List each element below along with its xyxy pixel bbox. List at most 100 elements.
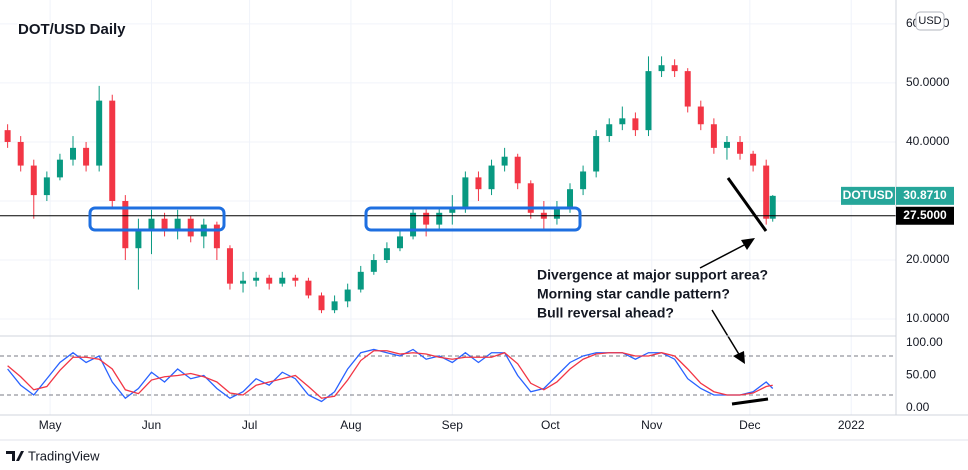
support-box	[364, 206, 582, 232]
annotation: Bull reversal ahead?	[537, 305, 674, 321]
candle-body	[279, 277, 286, 284]
logo	[6, 451, 24, 461]
candle-body	[723, 141, 730, 148]
y2-tick-label: 0.00	[906, 400, 930, 414]
candle-body	[737, 141, 744, 154]
support-tag	[896, 206, 954, 225]
candle-body	[161, 218, 168, 231]
candle-body	[658, 65, 665, 72]
price-tag-box	[896, 186, 954, 205]
candle-body	[514, 156, 521, 184]
candle-body	[697, 106, 704, 125]
candle-body	[213, 224, 220, 249]
y2-tick-label: 50.00	[906, 368, 936, 382]
candle-body	[266, 277, 273, 284]
candle-body	[83, 147, 90, 166]
candle-body	[671, 65, 678, 72]
candle-body	[567, 189, 574, 207]
candle-body	[56, 159, 63, 178]
candle-body	[410, 212, 417, 237]
candle-body	[383, 248, 390, 261]
candle-body	[70, 147, 77, 160]
candle-body	[769, 195, 776, 219]
x-tick-label: May	[39, 418, 62, 432]
candle-body	[436, 212, 443, 225]
candle-body	[750, 153, 757, 166]
trend-line	[731, 397, 769, 406]
candle-body	[423, 212, 430, 225]
candle-body	[4, 130, 11, 142]
candle-body	[475, 177, 482, 190]
y-tick-label: 20.0000	[906, 252, 950, 266]
y-tick-label: 50.0000	[906, 75, 950, 89]
candle-body	[593, 136, 600, 172]
candle-body	[174, 218, 181, 231]
y2-tick-label: 100.00	[906, 335, 943, 349]
price-tag-value: 30.8710	[903, 188, 947, 202]
candle-body	[253, 277, 260, 281]
candle-body	[43, 177, 50, 196]
annotation: Morning star candle pattern?	[537, 286, 730, 302]
candle-body	[318, 295, 325, 311]
x-tick-label: Aug	[340, 418, 361, 432]
candle-body	[488, 165, 495, 190]
candle-body	[632, 118, 639, 131]
x-tick-label: Jul	[242, 418, 257, 432]
logo-mark	[6, 451, 24, 461]
candle-body	[527, 183, 534, 213]
candle-body	[449, 206, 456, 213]
arrow	[699, 242, 749, 269]
candle-body	[30, 165, 37, 196]
y-tick-label: 40.0000	[906, 134, 950, 148]
x-tick-label: Oct	[541, 418, 560, 432]
candle-body	[17, 141, 24, 166]
x-tick-label: 2022	[838, 418, 865, 432]
candle-body	[357, 271, 364, 290]
x-tick-label: Dec	[739, 418, 760, 432]
oscillator-line	[7, 348, 774, 403]
candle-body	[619, 118, 626, 125]
candle-body	[331, 301, 338, 311]
price-tag-name: DOTUSD	[843, 188, 894, 202]
candle-body	[292, 277, 299, 281]
candle-body	[109, 100, 116, 201]
support-box	[88, 206, 226, 232]
x-tick-label: Sep	[442, 418, 464, 432]
candle-body	[462, 177, 469, 207]
candle-body	[122, 200, 129, 249]
x-tick-label: Nov	[641, 418, 662, 432]
annotation: Divergence at major support area?	[537, 267, 768, 283]
candle-body	[344, 289, 351, 302]
candle-body	[148, 218, 155, 231]
footer-brand: TradingView	[28, 448, 100, 463]
candle-body	[370, 260, 377, 272]
currency-badge	[915, 11, 945, 31]
arrow-head	[741, 238, 755, 250]
currency: USD	[918, 15, 941, 27]
candle-body	[305, 280, 312, 296]
price-tag-name-box	[841, 186, 895, 205]
candle-body	[187, 218, 194, 237]
candle-body	[580, 171, 587, 190]
trend-line	[726, 177, 768, 232]
chart-title: DOT/USD Daily	[18, 21, 126, 38]
candle-body	[135, 230, 142, 249]
candle-body	[96, 100, 103, 166]
y-tick-label: 10.0000	[906, 311, 950, 325]
arrow-head	[733, 351, 745, 364]
candle-body	[606, 124, 613, 137]
x-tick-label: Jun	[142, 418, 161, 432]
labels: May Jun Jul Aug Sep Oct Nov Dec 2022 10.0000 20.00…	[39, 16, 954, 432]
candle-body	[553, 206, 560, 219]
arrow	[711, 309, 741, 357]
candle-body	[684, 71, 691, 107]
candle-body	[396, 236, 403, 249]
candle-body	[645, 71, 652, 131]
candle-body	[226, 248, 233, 284]
support-label: 27.5000	[903, 208, 947, 222]
candle-body	[501, 156, 508, 166]
oscillator-line	[7, 350, 773, 399]
candle-body	[240, 280, 247, 284]
